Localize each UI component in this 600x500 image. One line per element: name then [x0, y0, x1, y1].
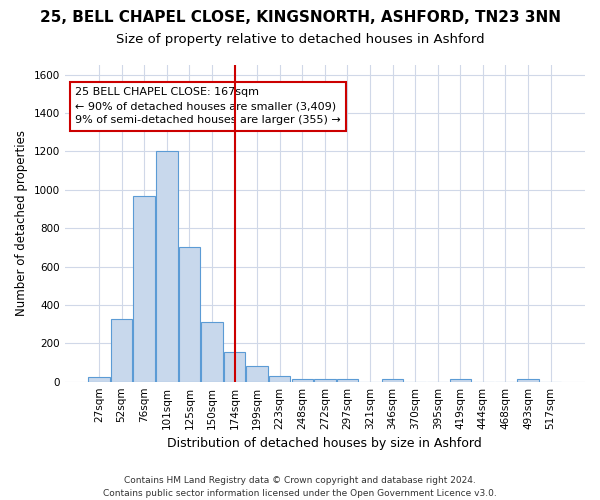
Bar [201, 322, 223, 382]
Bar [292, 379, 313, 382]
Text: 25, BELL CHAPEL CLOSE, KINGSNORTH, ASHFORD, TN23 3NN: 25, BELL CHAPEL CLOSE, KINGSNORTH, ASHFO… [40, 10, 560, 25]
Text: Size of property relative to detached houses in Ashford: Size of property relative to detached ho… [116, 32, 484, 46]
Bar [382, 379, 403, 382]
Bar [247, 366, 268, 382]
Bar [88, 377, 110, 382]
Bar [314, 379, 335, 382]
Bar [269, 376, 290, 382]
Bar [449, 379, 471, 382]
X-axis label: Distribution of detached houses by size in Ashford: Distribution of detached houses by size … [167, 437, 482, 450]
Bar [224, 352, 245, 382]
Bar [111, 320, 133, 382]
Text: 25 BELL CHAPEL CLOSE: 167sqm
← 90% of detached houses are smaller (3,409)
9% of : 25 BELL CHAPEL CLOSE: 167sqm ← 90% of de… [75, 87, 341, 125]
Bar [156, 152, 178, 382]
Text: Contains HM Land Registry data © Crown copyright and database right 2024.
Contai: Contains HM Land Registry data © Crown c… [103, 476, 497, 498]
Bar [179, 248, 200, 382]
Bar [133, 196, 155, 382]
Y-axis label: Number of detached properties: Number of detached properties [15, 130, 28, 316]
Bar [337, 379, 358, 382]
Bar [517, 379, 539, 382]
